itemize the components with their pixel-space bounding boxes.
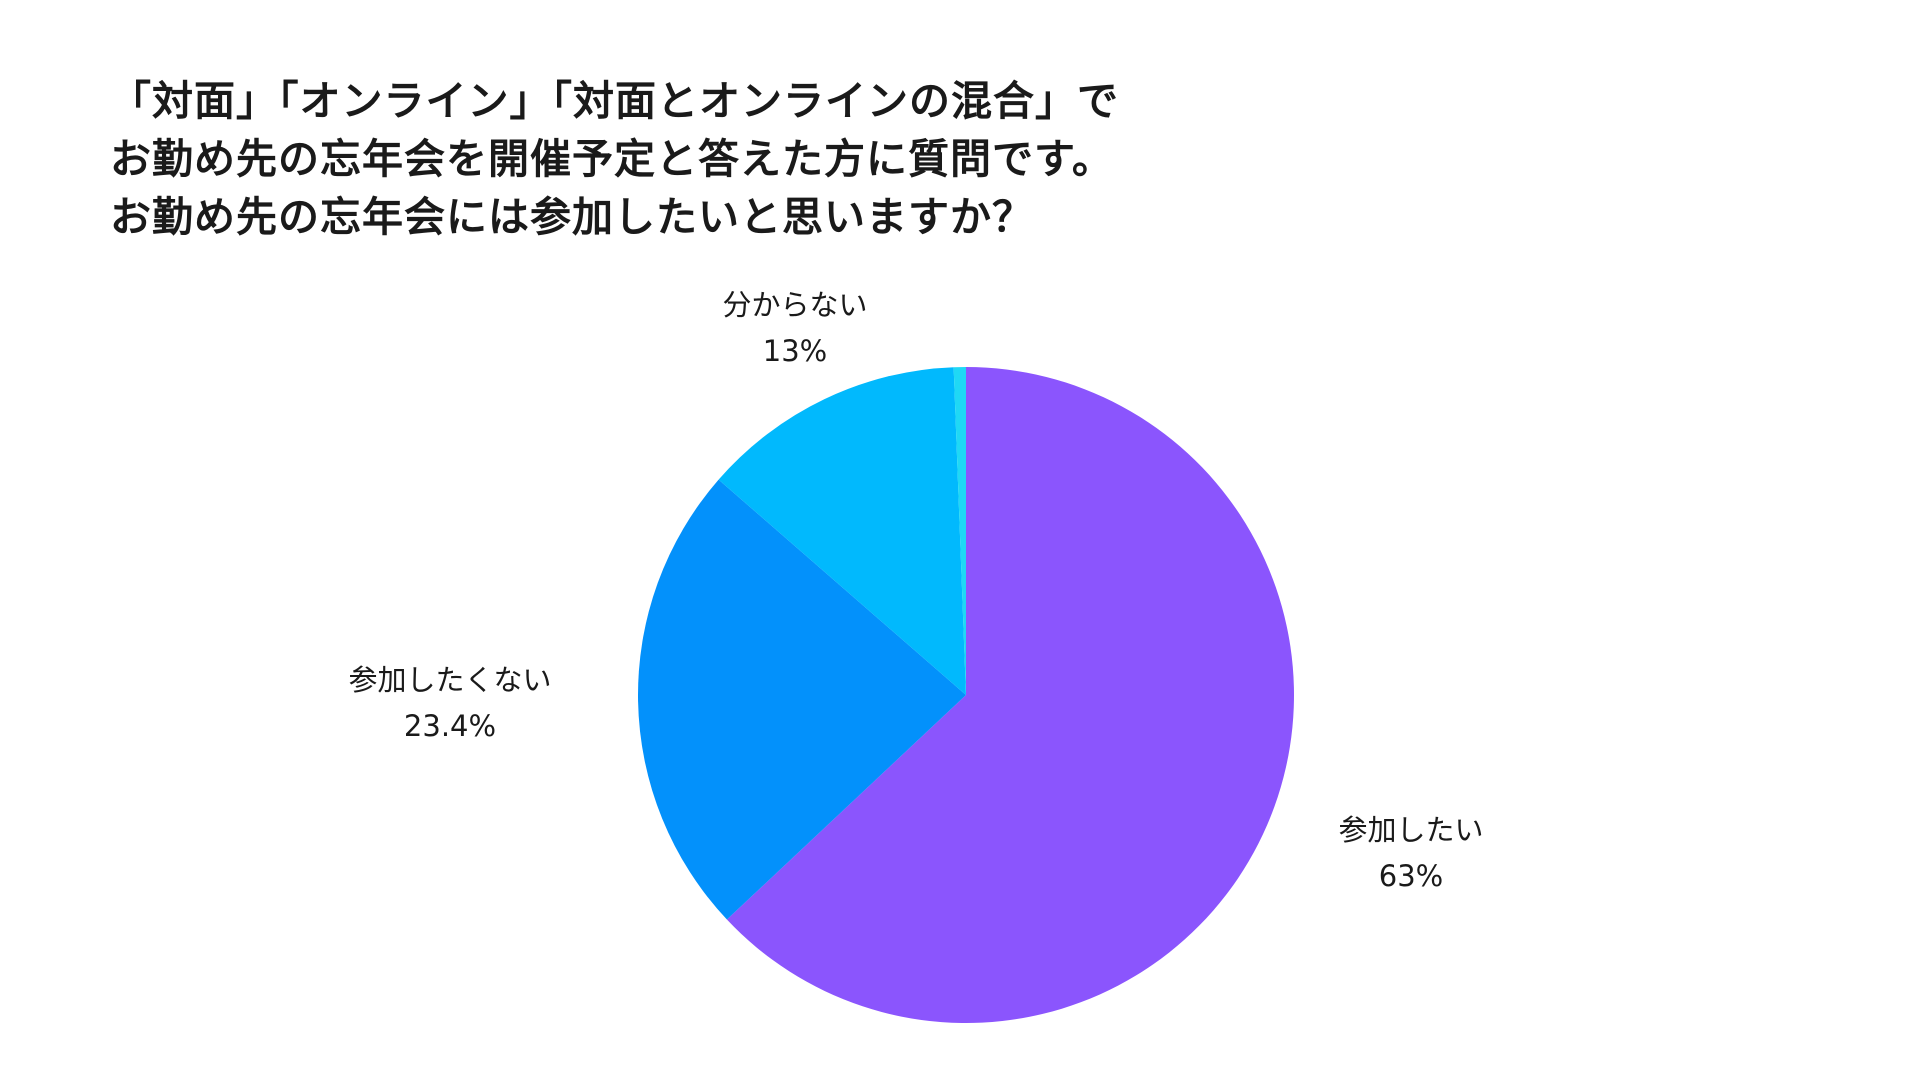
slice-value-label-1: 63% — [1379, 859, 1443, 893]
slice-label-2: 参加したくない — [348, 663, 551, 697]
chart-title-line-2: お勤め先の忘年会を開催予定と答えた方に質問です。 — [110, 135, 1114, 183]
pie-slice-3 — [718, 367, 966, 695]
chart-title-line-1: 「対面」「オンライン」「対面とオンラインの混合」で — [110, 77, 1119, 125]
pie-slice-4 — [953, 367, 966, 695]
slice-value-label-3: 13% — [763, 334, 827, 368]
pie-slice-2 — [638, 479, 966, 920]
slice-value-label-2: 23.4% — [404, 709, 496, 743]
chart-title-line-3: お勤め先の忘年会には参加したいと思いますか？ — [110, 193, 1034, 241]
chart-title: 「対面」「オンライン」「対面とオンラインの混合」で お勤め先の忘年会を開催予定と… — [110, 72, 1119, 246]
slice-label-3: 分からない — [722, 288, 867, 322]
slice-label-1: 参加したい — [1338, 813, 1483, 847]
pie-labels: 参加したい 63% 参加したくない 23.4% 分からない 13% — [348, 288, 1483, 893]
pie-slice-1 — [726, 367, 1294, 1023]
pie-slices — [638, 367, 1294, 1023]
